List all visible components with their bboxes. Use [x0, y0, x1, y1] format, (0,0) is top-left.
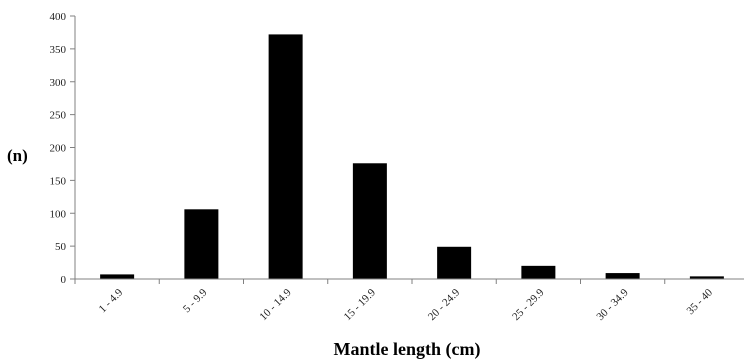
bar — [689, 276, 724, 279]
axes: 0 50 100 150 200 250 300 350 400 1 - 4.9 5 - 9.9 10… — [50, 11, 744, 323]
y-axis-title: (n) — [7, 146, 28, 165]
y-tick-label: 0 — [61, 274, 67, 286]
y-tick-label: 150 — [50, 175, 67, 187]
bar — [268, 34, 303, 279]
bar — [605, 273, 640, 279]
y-tick-label: 400 — [50, 11, 67, 23]
y-tick-label: 50 — [55, 241, 67, 253]
x-tick-label: 10 - 14.9 — [257, 286, 294, 323]
y-tick-label: 350 — [50, 44, 67, 56]
y-tick-label: 100 — [50, 208, 67, 220]
y-tick-label: 250 — [50, 110, 67, 122]
x-axis-title: Mantle length (cm) — [334, 339, 481, 360]
x-tick-label: 5 - 9.9 — [181, 286, 210, 315]
y-tick-label: 200 — [50, 143, 67, 155]
x-tick-label: 30 - 34.9 — [594, 286, 631, 323]
x-tick-label: 1 - 4.9 — [97, 286, 126, 315]
bar — [100, 274, 135, 279]
bar — [521, 265, 556, 279]
bar — [184, 209, 219, 279]
x-tick-label: 20 - 24.9 — [426, 286, 463, 323]
plot-area — [100, 34, 724, 279]
bar — [437, 246, 472, 279]
x-tick-label: 15 - 19.9 — [342, 286, 379, 323]
y-tick-label: 300 — [50, 77, 67, 89]
x-tick-label: 35 - 40 — [684, 286, 715, 317]
x-tick-label: 25 - 29.9 — [510, 286, 547, 323]
bar — [352, 163, 387, 279]
